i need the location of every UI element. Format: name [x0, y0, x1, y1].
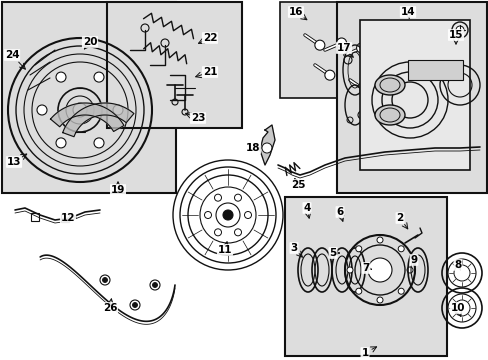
- Bar: [31, 213, 39, 221]
- Text: 5: 5: [329, 248, 336, 258]
- Text: 10: 10: [450, 303, 464, 313]
- Circle shape: [356, 43, 366, 53]
- Circle shape: [397, 288, 404, 294]
- Text: 17: 17: [336, 43, 350, 53]
- Circle shape: [223, 210, 232, 220]
- Circle shape: [346, 267, 352, 273]
- Text: 13: 13: [7, 157, 21, 167]
- Circle shape: [376, 237, 382, 243]
- Text: 3: 3: [290, 243, 297, 253]
- Text: 16: 16: [288, 7, 303, 17]
- Text: 22: 22: [203, 33, 217, 43]
- Circle shape: [113, 105, 123, 115]
- Bar: [407, 60, 462, 80]
- Circle shape: [336, 38, 346, 48]
- Circle shape: [262, 143, 271, 153]
- Circle shape: [406, 267, 412, 273]
- Circle shape: [359, 85, 369, 95]
- Text: 23: 23: [190, 113, 205, 123]
- Circle shape: [56, 138, 66, 148]
- Text: 21: 21: [203, 67, 217, 77]
- Bar: [107, 2, 242, 128]
- Text: 18: 18: [245, 143, 260, 153]
- Circle shape: [214, 194, 221, 201]
- Bar: [61, 214, 69, 222]
- Text: 12: 12: [61, 213, 75, 223]
- Ellipse shape: [374, 75, 404, 95]
- Text: 2: 2: [396, 213, 403, 223]
- Text: 6: 6: [336, 207, 343, 217]
- Text: 11: 11: [217, 245, 232, 255]
- Ellipse shape: [374, 105, 404, 125]
- Circle shape: [314, 40, 324, 50]
- Circle shape: [234, 194, 241, 201]
- Text: 15: 15: [448, 30, 462, 40]
- Bar: [280, 2, 366, 98]
- Circle shape: [216, 203, 240, 227]
- Circle shape: [355, 288, 361, 294]
- Text: 7: 7: [362, 263, 369, 273]
- Circle shape: [73, 103, 87, 117]
- Text: 20: 20: [82, 37, 97, 47]
- Polygon shape: [260, 125, 274, 165]
- Circle shape: [455, 26, 463, 34]
- Polygon shape: [50, 103, 124, 131]
- Circle shape: [94, 138, 104, 148]
- Circle shape: [152, 283, 157, 288]
- Circle shape: [367, 258, 391, 282]
- Circle shape: [94, 72, 104, 82]
- Polygon shape: [62, 103, 134, 137]
- Circle shape: [132, 302, 137, 307]
- Circle shape: [56, 72, 66, 82]
- Bar: [285, 197, 446, 356]
- Text: 24: 24: [5, 50, 19, 60]
- Text: 1: 1: [361, 348, 368, 358]
- Text: 4: 4: [303, 203, 310, 213]
- Circle shape: [234, 229, 241, 236]
- Text: 9: 9: [409, 255, 417, 265]
- Circle shape: [397, 246, 404, 252]
- Text: 26: 26: [102, 303, 117, 313]
- Circle shape: [355, 246, 361, 252]
- Circle shape: [204, 211, 211, 219]
- Text: 14: 14: [400, 7, 414, 17]
- Circle shape: [37, 105, 47, 115]
- Bar: [2, 2, 176, 193]
- Text: 8: 8: [453, 260, 461, 270]
- Text: 19: 19: [111, 185, 125, 195]
- Circle shape: [102, 278, 107, 283]
- Circle shape: [244, 211, 251, 219]
- Circle shape: [376, 297, 382, 303]
- Bar: [359, 20, 469, 170]
- Circle shape: [324, 70, 334, 80]
- Text: 25: 25: [290, 180, 305, 190]
- Bar: [336, 2, 486, 193]
- Circle shape: [214, 229, 221, 236]
